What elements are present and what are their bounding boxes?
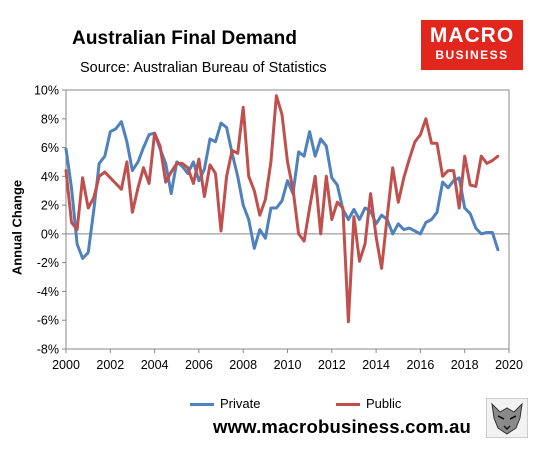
x-tick-label: 2006 <box>185 358 213 372</box>
chart-title: Australian Final Demand <box>72 28 298 49</box>
y-tick-label: 8% <box>41 112 59 126</box>
y-tick-label: -2% <box>37 256 59 270</box>
macrobusiness-logo: MACRO BUSINESS <box>421 20 523 70</box>
x-tick-label: 2016 <box>406 358 434 372</box>
y-tick-label: 0% <box>41 227 59 241</box>
legend-private-label: Private <box>220 396 261 411</box>
series-line-public <box>64 94 500 324</box>
y-tick-label: -4% <box>37 285 59 299</box>
chart-subtitle: Source: Australian Bureau of Statistics <box>80 60 327 76</box>
y-tick-label: -8% <box>37 343 59 357</box>
x-tick-label: 2010 <box>274 358 302 372</box>
y-axis-label-wrap: Annual Change <box>2 170 32 290</box>
y-tick-label: 10% <box>34 84 59 98</box>
y-tick-label: 4% <box>41 170 59 184</box>
x-tick-label: 2018 <box>451 358 479 372</box>
logo-line-1: MACRO <box>429 24 515 47</box>
series-line-private <box>64 120 500 260</box>
y-tick-label: 2% <box>41 199 59 213</box>
y-axis-label: Annual Change <box>9 179 25 276</box>
x-tick-label: 2002 <box>96 358 124 372</box>
x-tick-label: 2012 <box>318 358 346 372</box>
website-url: www.macrobusiness.com.au <box>213 416 472 437</box>
x-tick-label: 2014 <box>362 358 390 372</box>
y-tick-label: 6% <box>41 141 59 155</box>
legend-private-swatch <box>190 403 214 406</box>
logo-line-2: BUSINESS <box>435 48 509 62</box>
wolf-logo-icon <box>486 398 528 438</box>
x-tick-label: 2008 <box>229 358 257 372</box>
plot-area <box>65 89 510 350</box>
x-tick-label: 2000 <box>52 358 80 372</box>
x-tick-label: 2020 <box>495 358 523 372</box>
y-tick-label: -6% <box>37 314 59 328</box>
x-tick-label: 2004 <box>141 358 169 372</box>
legend-public-swatch <box>336 403 360 406</box>
legend-public-label: Public <box>366 396 402 411</box>
